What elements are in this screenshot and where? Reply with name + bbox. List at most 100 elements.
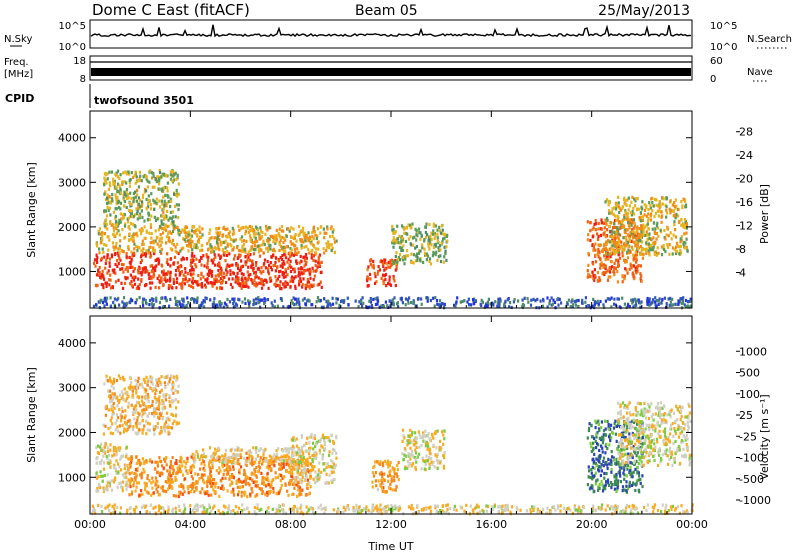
data-cell: [98, 266, 101, 270]
data-cell: [372, 259, 375, 263]
data-cell: [160, 276, 163, 280]
data-cell: [113, 392, 116, 396]
data-cell: [307, 284, 310, 288]
data-cell: [133, 247, 136, 251]
data-cell: [140, 414, 144, 418]
data-cell: [241, 244, 244, 248]
data-cell: [151, 176, 154, 180]
data-cell: [123, 427, 126, 431]
data-cell: [163, 199, 166, 203]
data-cell: [206, 477, 210, 482]
data-cell: [121, 228, 124, 232]
data-cell: [164, 429, 167, 433]
data-cell: [297, 271, 300, 275]
data-cell: [108, 484, 111, 488]
data-cell: [602, 271, 605, 275]
data-cell: [317, 439, 321, 443]
data-cell: [612, 212, 615, 216]
data-cell: [213, 236, 216, 240]
data-cell: [632, 218, 636, 222]
data-cell: [418, 249, 421, 253]
data-cell: [222, 472, 225, 476]
data-cell: [587, 263, 590, 267]
data-cell: [124, 267, 127, 271]
data-cell: [374, 302, 378, 307]
data-cell: [255, 225, 258, 229]
data-cell: [671, 203, 674, 207]
data-cell: [203, 264, 206, 268]
data-cell: [167, 262, 170, 266]
data-cell: [669, 296, 672, 300]
data-cell: [278, 227, 281, 231]
data-cell: [255, 446, 258, 450]
data-cell: [215, 247, 218, 251]
data-cell: [313, 451, 316, 455]
data-cell: [435, 250, 438, 254]
data-cell: [135, 175, 138, 179]
data-cell: [557, 303, 560, 307]
data-cell: [226, 227, 229, 231]
data-cell: [323, 436, 326, 440]
data-cell: [171, 486, 174, 490]
data-cell: [270, 468, 273, 473]
data-cell: [315, 455, 318, 459]
data-cell: [623, 245, 626, 249]
data-cell: [107, 408, 110, 412]
data-cell: [105, 404, 108, 409]
data-cell: [262, 269, 265, 273]
data-cell: [172, 277, 175, 282]
data-cell: [140, 474, 143, 478]
data-cell: [188, 242, 191, 246]
data-cell: [401, 248, 405, 252]
data-cell: [298, 451, 301, 456]
data-cell: [168, 403, 172, 407]
data-cell: [215, 469, 218, 473]
data-cell: [289, 255, 292, 259]
data-cell: [308, 267, 311, 271]
data-cell: [166, 225, 169, 229]
data-cell: [247, 250, 250, 254]
data-cell: [395, 251, 398, 255]
data-cell: [207, 239, 211, 243]
data-cell: [178, 470, 181, 474]
data-cell: [105, 487, 108, 492]
data-cell: [408, 296, 411, 300]
data-cell: [113, 181, 116, 185]
data-cell: [175, 478, 178, 482]
data-cell: [685, 237, 688, 241]
data-cell: [192, 285, 195, 290]
data-cell: [130, 215, 133, 219]
data-cell: [231, 454, 235, 458]
data-cell: [115, 198, 118, 202]
data-cell: [496, 304, 499, 308]
data-cell: [169, 377, 172, 381]
data-cell: [156, 471, 159, 475]
data-cell: [685, 245, 688, 249]
data-cell: [620, 240, 623, 244]
data-cell: [683, 232, 686, 236]
data-cell: [399, 253, 402, 257]
data-cell: [212, 456, 215, 460]
data-cell: [657, 214, 660, 218]
data-cell: [266, 239, 269, 243]
data-cell: [294, 463, 297, 467]
data-cell: [143, 387, 146, 391]
data-cell: [664, 237, 667, 241]
data-cell: [175, 378, 178, 383]
data-cell: [415, 232, 418, 237]
data-cell: [184, 267, 187, 271]
data-cell: [124, 277, 127, 281]
data-cell: [146, 397, 149, 401]
data-cell: [193, 490, 196, 494]
data-cell: [628, 234, 631, 238]
data-cell: [301, 229, 304, 233]
data-cell: [172, 220, 175, 224]
data-cell: [262, 478, 265, 482]
data-cell: [110, 286, 113, 290]
data-cell: [615, 228, 619, 233]
data-cell: [608, 240, 611, 244]
data-cell: [530, 298, 533, 302]
data-cell: [187, 487, 190, 491]
data-cell: [145, 207, 148, 211]
data-cell: [308, 447, 311, 451]
